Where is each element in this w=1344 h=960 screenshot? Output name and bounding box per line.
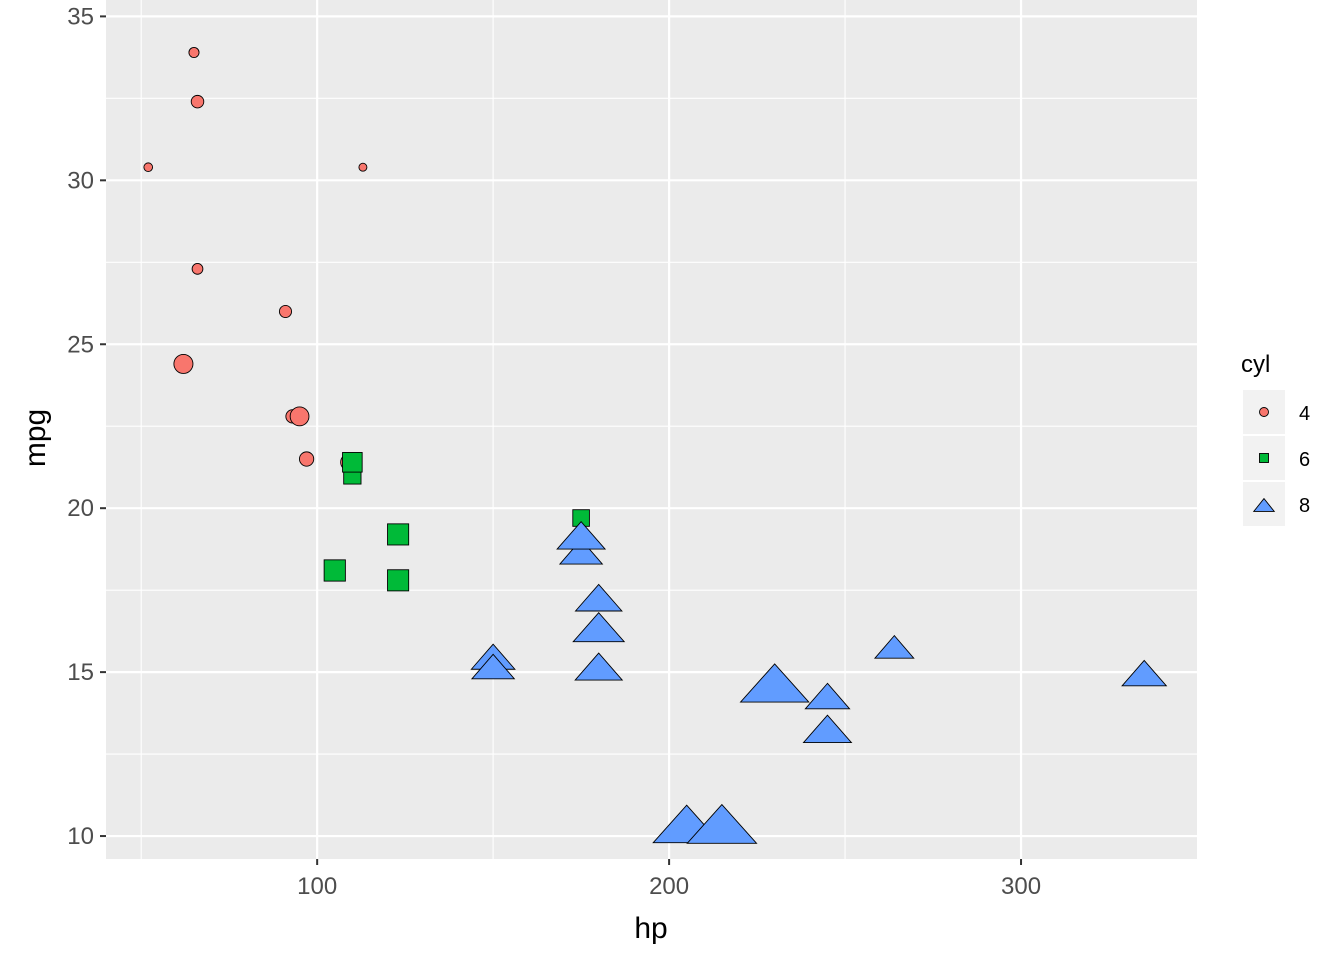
data-point bbox=[574, 652, 624, 681]
legend-key-triangle-icon bbox=[1252, 497, 1276, 512]
x-tick-label: 100 bbox=[297, 873, 337, 900]
y-tick-label: 35 bbox=[67, 3, 94, 30]
legend-label: 8 bbox=[1299, 495, 1310, 517]
y-tick-label: 25 bbox=[67, 331, 94, 358]
y-tick-label: 20 bbox=[67, 495, 94, 522]
data-point bbox=[289, 406, 310, 427]
legend-title: cyl bbox=[1241, 351, 1270, 378]
data-point bbox=[387, 523, 410, 546]
data-point bbox=[802, 714, 853, 743]
legend-label: 6 bbox=[1299, 449, 1310, 471]
data-point bbox=[686, 803, 758, 844]
data-point bbox=[173, 353, 194, 374]
data-point bbox=[188, 46, 200, 58]
y-axis: 10 15 20 25 30 35 bbox=[67, 3, 106, 850]
x-tick-label: 200 bbox=[649, 873, 689, 900]
data-point bbox=[143, 162, 154, 172]
data-point bbox=[873, 634, 915, 659]
legend: cyl 4 6 8 bbox=[1241, 351, 1310, 526]
data-point bbox=[190, 94, 205, 109]
data-point bbox=[739, 663, 810, 703]
data-point bbox=[299, 451, 315, 467]
x-axis: 100 200 300 bbox=[297, 859, 1041, 900]
data-point bbox=[574, 583, 623, 612]
data-point bbox=[387, 569, 410, 592]
y-tick-label: 15 bbox=[67, 659, 94, 686]
y-tick-label: 10 bbox=[67, 823, 94, 850]
minor-gridlines bbox=[106, 0, 1197, 859]
data-point bbox=[556, 521, 607, 550]
legend-key-square-icon bbox=[1259, 453, 1269, 463]
x-tick-label: 300 bbox=[1001, 873, 1041, 900]
data-points bbox=[143, 46, 1168, 844]
data-point bbox=[278, 304, 293, 318]
data-point bbox=[470, 653, 516, 680]
data-point bbox=[342, 452, 363, 473]
y-tick-label: 30 bbox=[67, 167, 94, 194]
major-gridlines bbox=[106, 0, 1197, 859]
data-point bbox=[1121, 659, 1168, 687]
legend-label: 4 bbox=[1299, 403, 1310, 425]
data-point bbox=[558, 538, 604, 565]
data-point bbox=[804, 682, 851, 710]
y-axis-title: mpg bbox=[19, 409, 52, 467]
data-point bbox=[572, 612, 626, 643]
plot-panel bbox=[106, 0, 1197, 859]
data-point bbox=[358, 162, 368, 172]
x-axis-title: hp bbox=[634, 912, 667, 945]
legend-key-circle-icon bbox=[1259, 407, 1269, 417]
data-point bbox=[323, 559, 346, 582]
data-point bbox=[191, 263, 204, 275]
